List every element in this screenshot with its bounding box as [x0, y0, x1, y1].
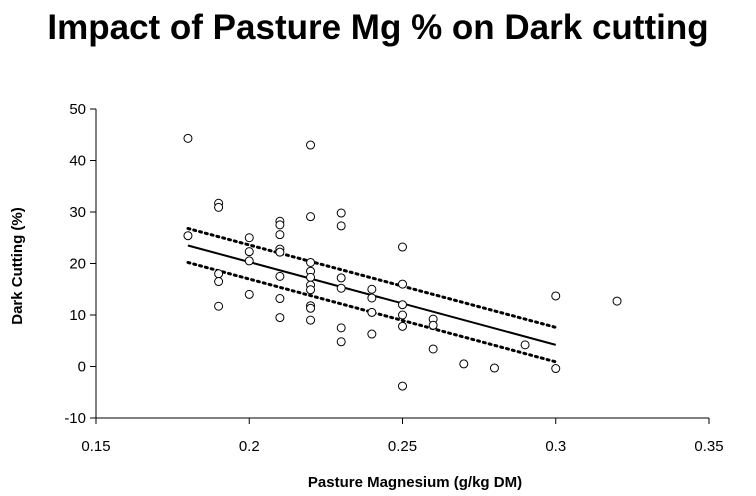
y-tick-label: 20 [69, 256, 86, 273]
data-point [306, 315, 316, 325]
data-point [336, 283, 346, 293]
data-point [398, 300, 407, 310]
data-point [398, 242, 407, 252]
data-point [367, 284, 377, 294]
data-point [398, 321, 407, 331]
data-point [244, 233, 254, 243]
data-point [428, 320, 438, 330]
data-point [275, 220, 285, 230]
data-point [183, 231, 193, 241]
data-point [336, 221, 346, 231]
data-point [214, 277, 224, 287]
y-tick-label: 0 [78, 359, 86, 376]
data-point [612, 296, 622, 306]
data-point [367, 329, 377, 339]
upper-confidence-line [186, 226, 558, 329]
data-point [336, 208, 346, 218]
data-point [244, 256, 254, 266]
y-tick-label: 50 [69, 101, 86, 118]
data-point [214, 269, 224, 279]
data-point [306, 257, 316, 267]
data-point [459, 359, 469, 369]
data-point [489, 363, 499, 373]
chart-title: Impact of Pasture Mg % on Dark cutting [47, 8, 709, 47]
data-point [275, 313, 285, 323]
data-point [214, 301, 224, 311]
data-point [520, 340, 530, 350]
data-point [306, 285, 316, 295]
data-point [336, 273, 346, 283]
data-point [336, 323, 346, 333]
data-points [183, 133, 622, 391]
data-point [275, 230, 285, 240]
data-point [398, 381, 407, 391]
data-point [244, 289, 254, 299]
data-point [306, 303, 316, 313]
data-point [336, 337, 346, 347]
data-point [244, 247, 254, 257]
x-tick-label: 0.35 [694, 438, 723, 455]
x-tick-label: 0.3 [545, 438, 566, 455]
data-point [551, 291, 561, 301]
data-point [551, 364, 561, 374]
x-tick-label: 0.15 [81, 438, 110, 455]
data-point [275, 247, 285, 257]
data-point [306, 140, 316, 150]
data-point [214, 202, 224, 212]
data-point [306, 272, 316, 282]
x-tick-label: 0.25 [388, 438, 417, 455]
y-tick-label: -10 [64, 410, 86, 427]
data-point [367, 307, 377, 317]
data-point [275, 271, 285, 281]
data-point [398, 279, 407, 289]
data-point [275, 294, 285, 304]
data-point [306, 212, 316, 222]
y-tick-label: 40 [69, 153, 86, 170]
axes: 50 40 30 20 10 0 -10 0.15 0.2 0.25 0.3 0.35 [64, 101, 723, 455]
y-axis-label: Dark Cutting (%) [9, 207, 26, 325]
x-axis-label: Pasture Magnesium (g/kg DM) [308, 474, 522, 491]
y-tick-label: 30 [69, 204, 86, 221]
data-point [367, 293, 377, 303]
x-tick-label: 0.2 [239, 438, 260, 455]
y-tick-label: 10 [69, 307, 86, 324]
data-point [183, 133, 193, 143]
lower-confidence-line [186, 260, 558, 364]
data-point [398, 310, 407, 320]
data-point [428, 344, 438, 354]
